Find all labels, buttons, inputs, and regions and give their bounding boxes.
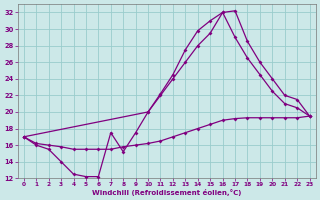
X-axis label: Windchill (Refroidissement éolien,°C): Windchill (Refroidissement éolien,°C): [92, 189, 241, 196]
